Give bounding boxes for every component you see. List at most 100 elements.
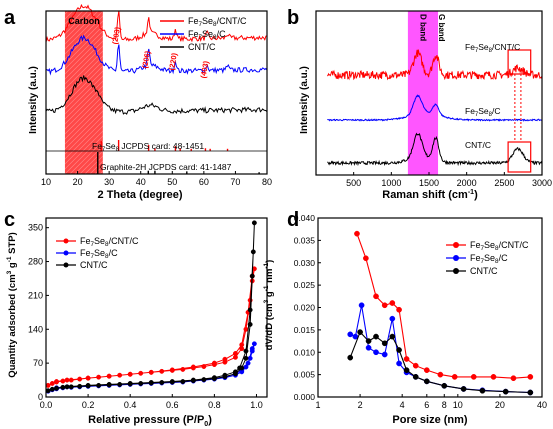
data-point	[403, 367, 410, 373]
panel-d: 0.000 0.005 0.010 0.015 0.020 0.025 0.030 0.035…	[263, 209, 547, 426]
highlight-box-top	[507, 49, 532, 75]
y-tick-label: 0.000	[294, 392, 316, 402]
raman-line-0	[326, 49, 543, 81]
data-point	[201, 377, 207, 383]
data-point	[396, 306, 402, 313]
data-point	[68, 377, 74, 383]
data-point	[201, 364, 207, 369]
legend-label: Fe7Se8/C	[188, 29, 226, 41]
hatch-line	[64, 30, 103, 70]
legend-label: Fe7Se8/C	[80, 248, 118, 260]
y-axis-label: dV/dD (cm3 g-1 nm-1)	[263, 260, 275, 351]
y-ticks: 0.000 0.005 0.010 0.015 0.020 0.025 0.030 0.035…	[294, 213, 321, 402]
panel-letter: a	[4, 7, 16, 29]
x-tick-label: 4	[400, 400, 405, 410]
data-point	[250, 249, 256, 255]
xrd-line-0	[45, 3, 268, 43]
data-point	[249, 273, 255, 279]
xrd-series	[45, 3, 268, 115]
x-tick-label: 20	[73, 177, 83, 187]
legend-marker	[453, 242, 459, 248]
panel-letter: b	[287, 7, 299, 29]
data-point	[169, 379, 175, 384]
data-point	[96, 382, 102, 388]
data-point	[365, 338, 372, 344]
band-label: G band	[437, 14, 446, 42]
data-point	[251, 341, 257, 347]
data-point	[389, 333, 396, 340]
y-tick-label: 280	[28, 257, 43, 267]
peak-label: (403)	[199, 60, 211, 79]
data-point	[148, 369, 154, 375]
y-axis-label: Intensity (a.u.)	[28, 66, 39, 134]
peak-label: (206)	[140, 50, 152, 69]
data-point	[243, 348, 249, 354]
data-point	[64, 377, 70, 383]
x-tick-label: 1500	[419, 178, 439, 188]
data-point	[357, 329, 363, 335]
hatch-line	[64, 20, 103, 60]
legend-marker	[453, 268, 459, 274]
data-point	[232, 351, 238, 356]
xrd-line-2	[45, 75, 268, 115]
series-label: CNT/C	[465, 140, 491, 150]
raman-series	[326, 49, 543, 167]
data-point	[247, 355, 253, 361]
plot-frame	[45, 10, 268, 175]
hatch-line	[64, 135, 103, 174]
data-point	[106, 373, 112, 379]
peak-label: (220)	[167, 52, 179, 71]
data-point	[451, 374, 458, 380]
data-point	[502, 388, 509, 395]
data-point	[159, 380, 165, 385]
data-point	[403, 356, 410, 362]
data-point	[389, 315, 396, 322]
legend-marker	[453, 255, 459, 261]
xrd-line-1	[45, 34, 268, 76]
data-point	[373, 293, 379, 300]
legend-label: Fe7Se8/C	[470, 253, 508, 265]
data-point	[159, 368, 165, 374]
x-tick-label: 1	[315, 400, 320, 410]
data-point	[117, 381, 123, 387]
data-point	[460, 386, 467, 392]
data-point	[54, 379, 59, 384]
panel-letter: c	[4, 209, 15, 231]
data-point	[211, 375, 217, 381]
legend-marker	[63, 262, 69, 268]
data-point	[138, 370, 144, 376]
data-point	[347, 354, 354, 361]
carbon-label: Carbon	[68, 16, 100, 26]
data-point	[49, 381, 55, 386]
data-point	[169, 367, 175, 373]
data-point	[423, 367, 430, 373]
hatch-line	[64, 115, 103, 155]
data-point	[117, 372, 123, 378]
x-tick-label: 1000	[381, 178, 401, 188]
band-label: D band	[419, 14, 428, 41]
panel-c: 0 70 140 210 280 350 0.0 0.2 0.4 0.6 0.8 1.0 Relat…	[4, 209, 268, 428]
series-label: Fe7Se8/C	[465, 106, 500, 118]
data-point	[490, 374, 497, 380]
data-point	[180, 366, 186, 372]
data-point	[54, 385, 59, 391]
data-point	[106, 381, 112, 387]
data-point	[437, 371, 444, 378]
data-point	[365, 344, 372, 351]
data-point	[127, 371, 133, 377]
data-point	[527, 389, 534, 396]
plot-frame	[317, 217, 543, 398]
y-tick-label: 140	[28, 324, 43, 334]
legend-marker	[63, 238, 69, 244]
x-ticks: 10 20 30 40 50 60 70 80	[41, 171, 272, 187]
x-tick-label: 40	[537, 400, 547, 410]
data-point	[96, 374, 102, 380]
y-tick-label: 0.010	[294, 347, 316, 357]
hatch-line	[74, 145, 103, 174]
x-tick-label: 0.4	[124, 400, 137, 410]
data-point	[510, 375, 517, 382]
x-tick-label: 0.0	[40, 400, 53, 410]
x-tick-label: 20	[495, 400, 505, 410]
